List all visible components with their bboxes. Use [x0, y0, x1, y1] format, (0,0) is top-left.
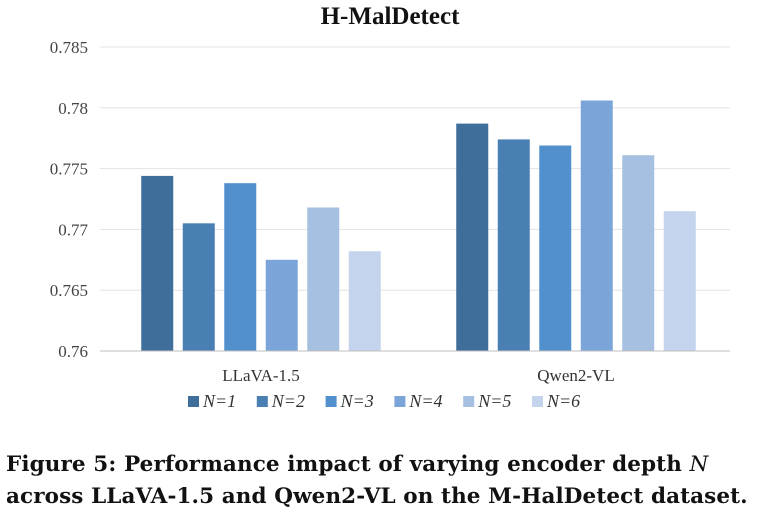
- y-tick-label: 0.765: [50, 281, 88, 300]
- caption-line-2: across LLaVA-1.5 and Qwen2-VL on the M-H…: [6, 484, 748, 509]
- legend-label: N=3: [340, 391, 374, 411]
- legend-label: N=2: [271, 391, 305, 411]
- chart-title: H-MalDetect: [321, 3, 460, 30]
- legend: N=1 N=2 N=3 N=4 N=5 N=6: [188, 391, 580, 411]
- legend-swatch: [188, 396, 199, 407]
- caption-text-1: Figure 5: Performance impact of varying …: [6, 452, 682, 477]
- caption-line-1: Figure 5: Performance impact of varying …: [6, 449, 776, 481]
- x-category-label: LLaVA-1.5: [222, 366, 300, 385]
- legend-label: N=6: [546, 391, 580, 411]
- bar-qwen2-vl-n6: [663, 211, 696, 351]
- bar-qwen2-vl-n5: [622, 155, 655, 351]
- y-tick-label: 0.785: [50, 38, 88, 57]
- x-category-label: Qwen2-VL: [537, 366, 614, 385]
- legend-swatch: [256, 396, 268, 407]
- category-labels: LLaVA-1.5 Qwen2-VL: [222, 366, 615, 385]
- bar-qwen2-vl-n3: [539, 145, 572, 351]
- bar-llava-1-5-n3: [224, 183, 257, 351]
- y-tick-label: 0.78: [58, 99, 88, 118]
- caption-variable: N: [689, 452, 709, 477]
- legend-swatch: [394, 396, 406, 407]
- legend-label: N=1: [202, 391, 236, 411]
- bars: [141, 100, 696, 351]
- y-tick-label: 0.76: [58, 342, 88, 361]
- y-tick-label: 0.77: [58, 220, 88, 239]
- bar-chart: H-MalDetect 0.760.7650.770.7750.780.785 …: [50, 3, 730, 411]
- y-tick-label: 0.775: [50, 160, 88, 179]
- legend-label: N=4: [408, 391, 442, 411]
- bar-qwen2-vl-n4: [580, 100, 613, 351]
- figure-caption: Figure 5: Performance impact of varying …: [6, 449, 776, 513]
- bar-llava-1-5-n4: [265, 259, 298, 351]
- legend-swatch: [325, 396, 337, 407]
- bar-llava-1-5-n6: [348, 251, 381, 351]
- legend-label: N=5: [477, 391, 511, 411]
- legend-swatch: [532, 396, 543, 407]
- bar-qwen2-vl-n1: [456, 123, 489, 351]
- y-axis-ticks: 0.76 0.765 0.77 0.775 0.78 0.785: [50, 38, 89, 361]
- bar-llava-1-5-n1: [141, 175, 174, 351]
- bar-llava-1-5-n2: [182, 223, 215, 351]
- legend-swatch: [463, 396, 475, 407]
- bar-llava-1-5-n5: [307, 207, 340, 351]
- bar-qwen2-vl-n2: [497, 139, 530, 351]
